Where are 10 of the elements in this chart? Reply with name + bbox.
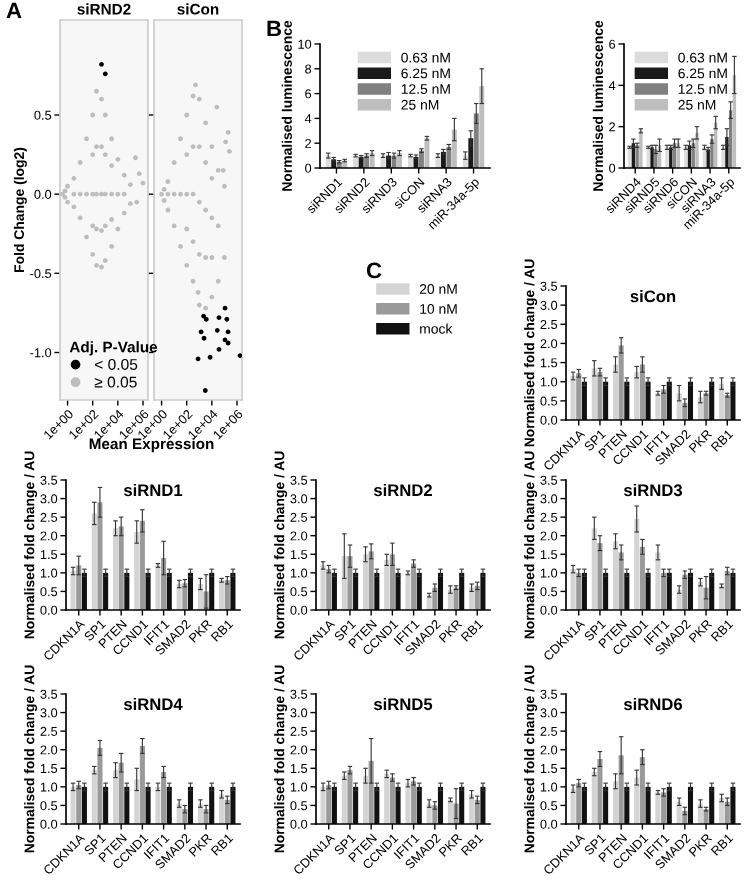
chart-title: siRND5 [373,697,433,711]
chart-title: siRND1 [123,483,183,497]
chart-title: siRND3 [623,483,683,497]
chart-title: siCon [630,290,676,303]
text: C [366,262,382,279]
text: A [6,2,22,19]
text: B [267,20,282,37]
chart-title: siRND6 [623,697,683,711]
chart-title: siRND2 [373,483,432,497]
chart-title: siRND4 [123,697,183,711]
